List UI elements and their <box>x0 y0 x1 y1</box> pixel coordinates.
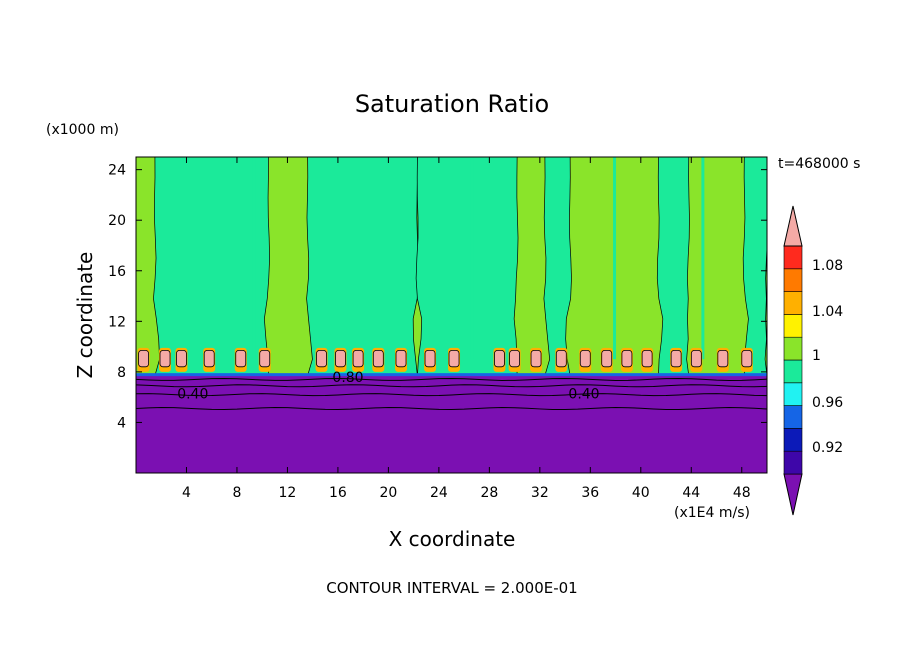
time-label: t=468000 s <box>778 156 860 172</box>
subsaturated-column <box>415 157 519 377</box>
contour-line <box>136 393 767 397</box>
y-tick-label: 8 <box>117 365 126 381</box>
colorbar-arrow-high <box>783 205 803 247</box>
x-tick-label: 4 <box>182 485 191 501</box>
humidity-transition <box>136 373 767 377</box>
dry-layer <box>136 375 767 473</box>
contour-label: 0.40 <box>177 386 208 402</box>
colorbar-tick-label: 0.96 <box>812 395 843 411</box>
colorbar-segment <box>783 405 803 429</box>
y-unit-label: (x1000 m) <box>46 122 119 138</box>
subsaturated-streak <box>470 157 474 360</box>
cloud-bump <box>530 349 542 368</box>
x-tick-label: 44 <box>682 485 700 501</box>
x-tick-label: 24 <box>430 485 448 501</box>
y-tick-label: 12 <box>108 314 126 330</box>
cloud-bump <box>235 349 247 368</box>
plot-frame <box>135 156 768 474</box>
x-tick-label: 20 <box>379 485 397 501</box>
contour-line <box>136 384 767 388</box>
x-tick-label: 28 <box>480 485 498 501</box>
cloud-bump <box>424 349 436 368</box>
x-unit-label: (x1E4 m/s) <box>674 505 750 521</box>
contour-label: 0.80 <box>332 370 363 386</box>
y-tick-label: 24 <box>108 163 126 179</box>
cloud-bump <box>601 349 613 368</box>
colorbar-tick-label: 1.08 <box>812 258 843 274</box>
y-tick-label: 20 <box>108 213 126 229</box>
cloud-bump <box>555 349 567 368</box>
colorbar: 0.92 0.96 1 1.04 1.08 <box>783 205 843 516</box>
colorbar-tick-label: 1.04 <box>812 304 843 320</box>
y-tick-label: 16 <box>108 264 126 280</box>
colorbar-segment <box>783 245 803 270</box>
cloud-bump <box>352 349 364 368</box>
cloud-bump <box>335 349 346 368</box>
x-tick-label: 16 <box>329 485 347 501</box>
cloud-bump <box>372 349 384 368</box>
colorbar-segment <box>783 382 803 406</box>
contour-line <box>136 377 767 381</box>
cloud-bump <box>509 349 521 368</box>
cloud-bump <box>176 349 187 368</box>
contour-interval-footer: CONTOUR INTERVAL = 2.000E-01 <box>326 579 577 597</box>
x-tick-label: 40 <box>632 485 650 501</box>
subsaturated-column <box>656 157 690 377</box>
colorbar-segment <box>783 268 803 292</box>
contour-line <box>136 407 767 411</box>
cloud-bump <box>741 349 753 368</box>
chart-title: Saturation Ratio <box>355 90 549 118</box>
x-tick-label: 32 <box>531 485 549 501</box>
colorbar-segment <box>783 359 803 384</box>
subsaturated-column <box>742 157 767 377</box>
x-tick-label: 48 <box>733 485 751 501</box>
x-axis-label: X coordinate <box>389 527 516 551</box>
colorbar-segment <box>783 314 803 338</box>
subsaturated-column <box>306 157 419 377</box>
x-tick-label: 36 <box>581 485 599 501</box>
colorbar-tick-label: 0.92 <box>812 440 843 456</box>
cloud-bump <box>670 349 682 368</box>
cloud-bump <box>316 349 327 368</box>
colorbar-segment <box>783 428 803 452</box>
y-tick-label: 4 <box>117 415 126 431</box>
contour-label: 0.40 <box>568 386 599 402</box>
colorbar-tick-label: 1 <box>812 348 821 364</box>
cloud-bump <box>259 349 271 368</box>
cloud-bump <box>579 349 591 368</box>
cloud-bump <box>203 349 215 368</box>
cloud-bump <box>621 349 633 368</box>
cloud-bump <box>717 349 729 368</box>
contour-plot-area: 0.40 0.40 0.80 <box>136 157 767 473</box>
subsaturated-streak <box>613 157 617 360</box>
cloud-bump <box>448 349 460 368</box>
cloud-bump <box>641 349 653 368</box>
colorbar-segment <box>783 336 803 361</box>
colorbar-segment <box>783 291 803 315</box>
y-axis-label: Z coordinate <box>73 252 97 379</box>
cloud-bump <box>159 349 171 368</box>
colorbar-arrow-low <box>783 473 803 516</box>
cloud-bump <box>494 349 505 368</box>
subsaturated-streak <box>701 157 705 360</box>
x-tick-label: 12 <box>279 485 297 501</box>
colorbar-segment <box>783 450 803 475</box>
subsaturated-streak <box>252 157 256 360</box>
x-tick-label: 8 <box>232 485 241 501</box>
cloud-bump <box>690 349 702 368</box>
cloud-bump <box>138 349 149 368</box>
cloud-bump <box>395 349 407 368</box>
